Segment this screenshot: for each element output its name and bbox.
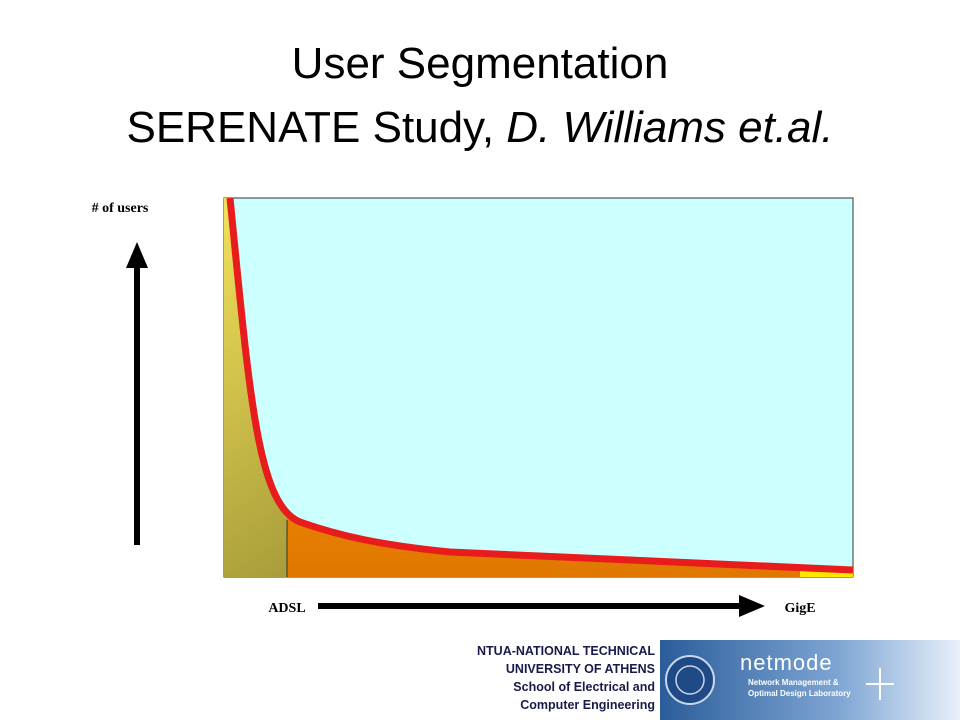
footer-line: Computer Engineering — [520, 698, 655, 712]
title-line2: SERENATE Study, D. Williams et.al. — [126, 103, 833, 152]
footer: NTUA-NATIONAL TECHNICAL UNIVERSITY OF AT… — [477, 644, 655, 712]
logo-line1: Network Management & — [748, 678, 839, 687]
footer-line: School of Electrical and — [513, 680, 655, 694]
x-end-label: GigE — [784, 601, 815, 616]
title-italic: D. Williams et.al. — [506, 103, 833, 152]
title-line1: User Segmentation — [292, 39, 669, 88]
distribution-curve — [226, 197, 854, 574]
x-start-label: ADSL — [268, 601, 305, 616]
logo-name: netmode — [740, 650, 833, 675]
logo: netmode Network Management & Optimal Des… — [660, 640, 960, 720]
plot-area — [223, 197, 854, 578]
logo-seal — [665, 655, 715, 705]
footer-line: UNIVERSITY OF ATHENS — [506, 662, 655, 676]
logo-seal-inner — [675, 665, 705, 695]
y-arrowhead — [126, 242, 148, 268]
y-label: # of users — [92, 201, 149, 216]
footer-line: NTUA-NATIONAL TECHNICAL — [477, 644, 655, 658]
logo-line2: Optimal Design Laboratory — [748, 689, 851, 698]
title-plain: SERENATE Study, — [126, 103, 506, 152]
x-arrowhead — [739, 595, 765, 617]
